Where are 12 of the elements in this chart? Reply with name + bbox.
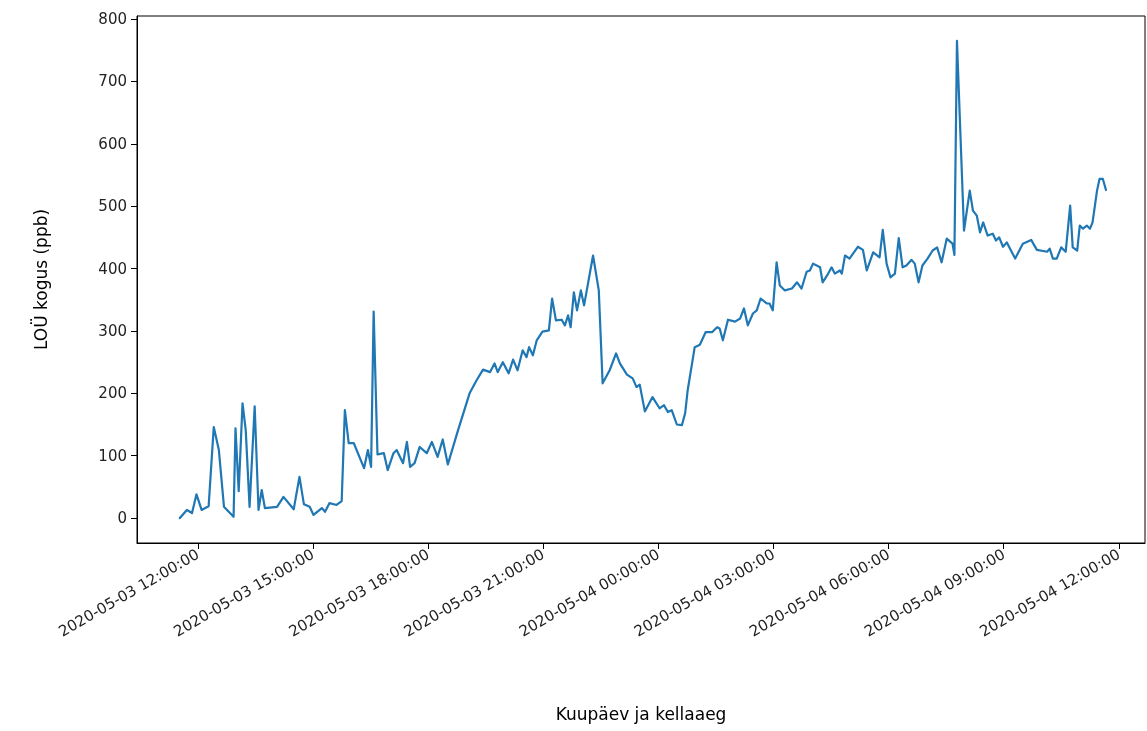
y-axis-title: LOÜ kogus (ppb) xyxy=(29,208,51,351)
line-series xyxy=(178,39,1108,520)
x-axis-title: Kuupäev ja kellaaeg xyxy=(555,703,727,724)
y-tick-label: 400 xyxy=(98,259,127,278)
y-tick-label: 600 xyxy=(98,134,127,153)
y-tick-label: 100 xyxy=(98,446,127,465)
y-tick-label: 500 xyxy=(98,197,127,216)
y-tick-label: 0 xyxy=(117,509,127,528)
y-tick-label: 300 xyxy=(98,321,127,340)
y-tick-label: 800 xyxy=(98,10,127,29)
y-tick-label: 700 xyxy=(98,72,127,91)
y-tick-label: 200 xyxy=(98,384,127,403)
